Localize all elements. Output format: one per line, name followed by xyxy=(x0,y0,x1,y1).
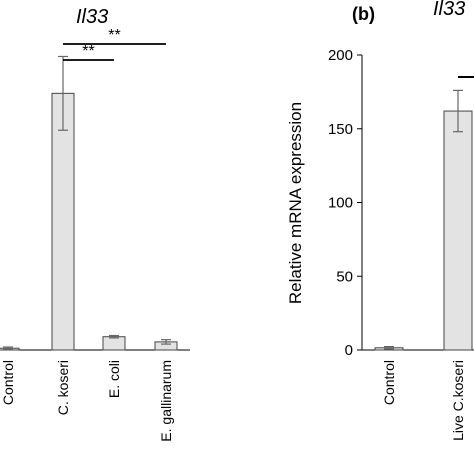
panel-a-significance: ** ** xyxy=(63,27,166,61)
panel-b-category-label-live-c-koseri: Live C.koseri xyxy=(450,360,466,441)
panel-b-y-tick-label-0: 0 xyxy=(345,342,353,359)
panel-b-y-tick-label-200: 200 xyxy=(328,47,353,64)
panel-a-category-label-control: Control xyxy=(0,360,16,405)
panel-b-category-labels: Control Live C.koseri xyxy=(381,360,466,441)
panel-a-category-label-c-koseri: C. koseri xyxy=(55,360,71,415)
panel-b-bars xyxy=(374,89,473,351)
panel-b-y-tick-label-100: 100 xyxy=(328,195,353,212)
panel-b-title: Il33 xyxy=(433,0,465,20)
panel-a-title: Il33 xyxy=(76,6,108,28)
panel-b-bar-live-c-koseri xyxy=(443,110,473,351)
panel-a-bar-e-coli xyxy=(102,336,126,351)
panel-a-category-labels: Control C. koseri E. coli E. gallinarum xyxy=(0,360,174,442)
panel-b-label: (b) xyxy=(352,4,375,24)
panel-a-category-label-e-coli: E. coli xyxy=(106,360,122,398)
panel-a-bar-c-koseri xyxy=(51,92,75,351)
panel-b: (b) Il33 0 50 100 150 200 Relative mRNA expr… xyxy=(286,0,474,441)
panel-a: Il33 ** ** Control C. koseri E. coli E. gall… xyxy=(0,6,190,442)
panel-b-category-label-control: Control xyxy=(381,360,397,405)
panel-b-y-tick-label-50: 50 xyxy=(336,268,353,285)
panel-a-significance-label-1: ** xyxy=(82,43,94,60)
panel-b-y-ticks: 0 50 100 150 200 xyxy=(328,47,362,359)
panel-a-bars xyxy=(0,55,178,351)
panel-b-y-tick-label-150: 150 xyxy=(328,121,353,138)
panel-a-category-label-e-gallinarum: E. gallinarum xyxy=(158,360,174,442)
panel-b-y-axis-label: Relative mRNA expression xyxy=(286,102,305,304)
panel-a-significance-label-2: ** xyxy=(108,27,120,44)
